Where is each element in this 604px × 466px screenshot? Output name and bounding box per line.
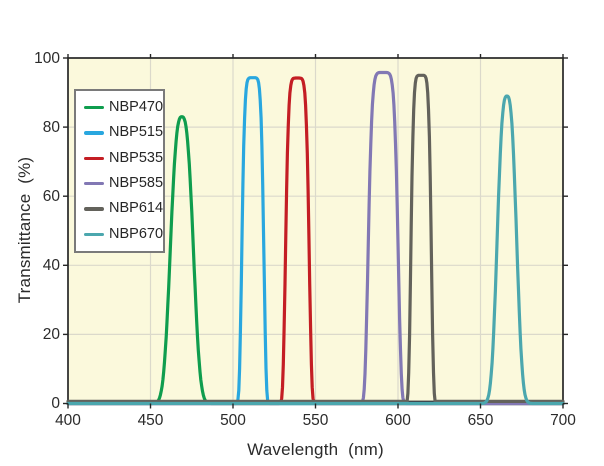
- legend-swatch: [84, 207, 104, 211]
- x-tick-label: 700: [550, 412, 576, 429]
- legend-label: NBP585: [109, 175, 164, 192]
- y-tick-label: 80: [42, 118, 60, 136]
- x-tick-label: 500: [220, 412, 246, 429]
- y-axis-title: Transmittance (%): [15, 156, 34, 304]
- legend-item-NBP515: NBP515: [76, 125, 163, 140]
- x-axis-title: Wavelength (nm): [247, 440, 384, 459]
- series-line-NBP614: [66, 73, 565, 403]
- legend-item-NBP470: NBP470: [76, 100, 163, 115]
- y-tick-label: 60: [42, 187, 60, 205]
- x-tick-label: 450: [137, 412, 164, 429]
- y-tick-label: 20: [42, 325, 60, 343]
- legend-swatch: [84, 181, 104, 186]
- legend-item-NBP535: NBP535: [76, 149, 164, 166]
- y-tick-label: 0: [51, 395, 60, 412]
- legend-item-NBP670: NBP670: [76, 225, 164, 242]
- y-tick-label: 40: [42, 256, 60, 274]
- legend: NBP470 NBP515 NBP535 NBP585 NBP614 NBP670: [74, 89, 165, 253]
- legend-swatch: [84, 105, 104, 110]
- x-tick-label: 650: [467, 412, 494, 429]
- legend-swatch: [84, 232, 104, 236]
- x-tick-label: 600: [385, 412, 411, 429]
- y-tick-label: 100: [34, 49, 60, 67]
- x-tick-label: 400: [55, 412, 81, 429]
- legend-label: NBP470: [109, 99, 164, 116]
- legend-swatch: [84, 156, 104, 160]
- legend-swatch: [84, 131, 104, 135]
- legend-label: NBP515: [109, 124, 164, 141]
- legend-item-NBP614: NBP614: [76, 201, 163, 216]
- legend-label: NBP535: [109, 149, 164, 166]
- legend-item-NBP585: NBP585: [76, 176, 163, 191]
- legend-label: NBP670: [109, 225, 164, 242]
- x-tick-label: 550: [302, 412, 329, 429]
- legend-label: NBP614: [109, 200, 164, 217]
